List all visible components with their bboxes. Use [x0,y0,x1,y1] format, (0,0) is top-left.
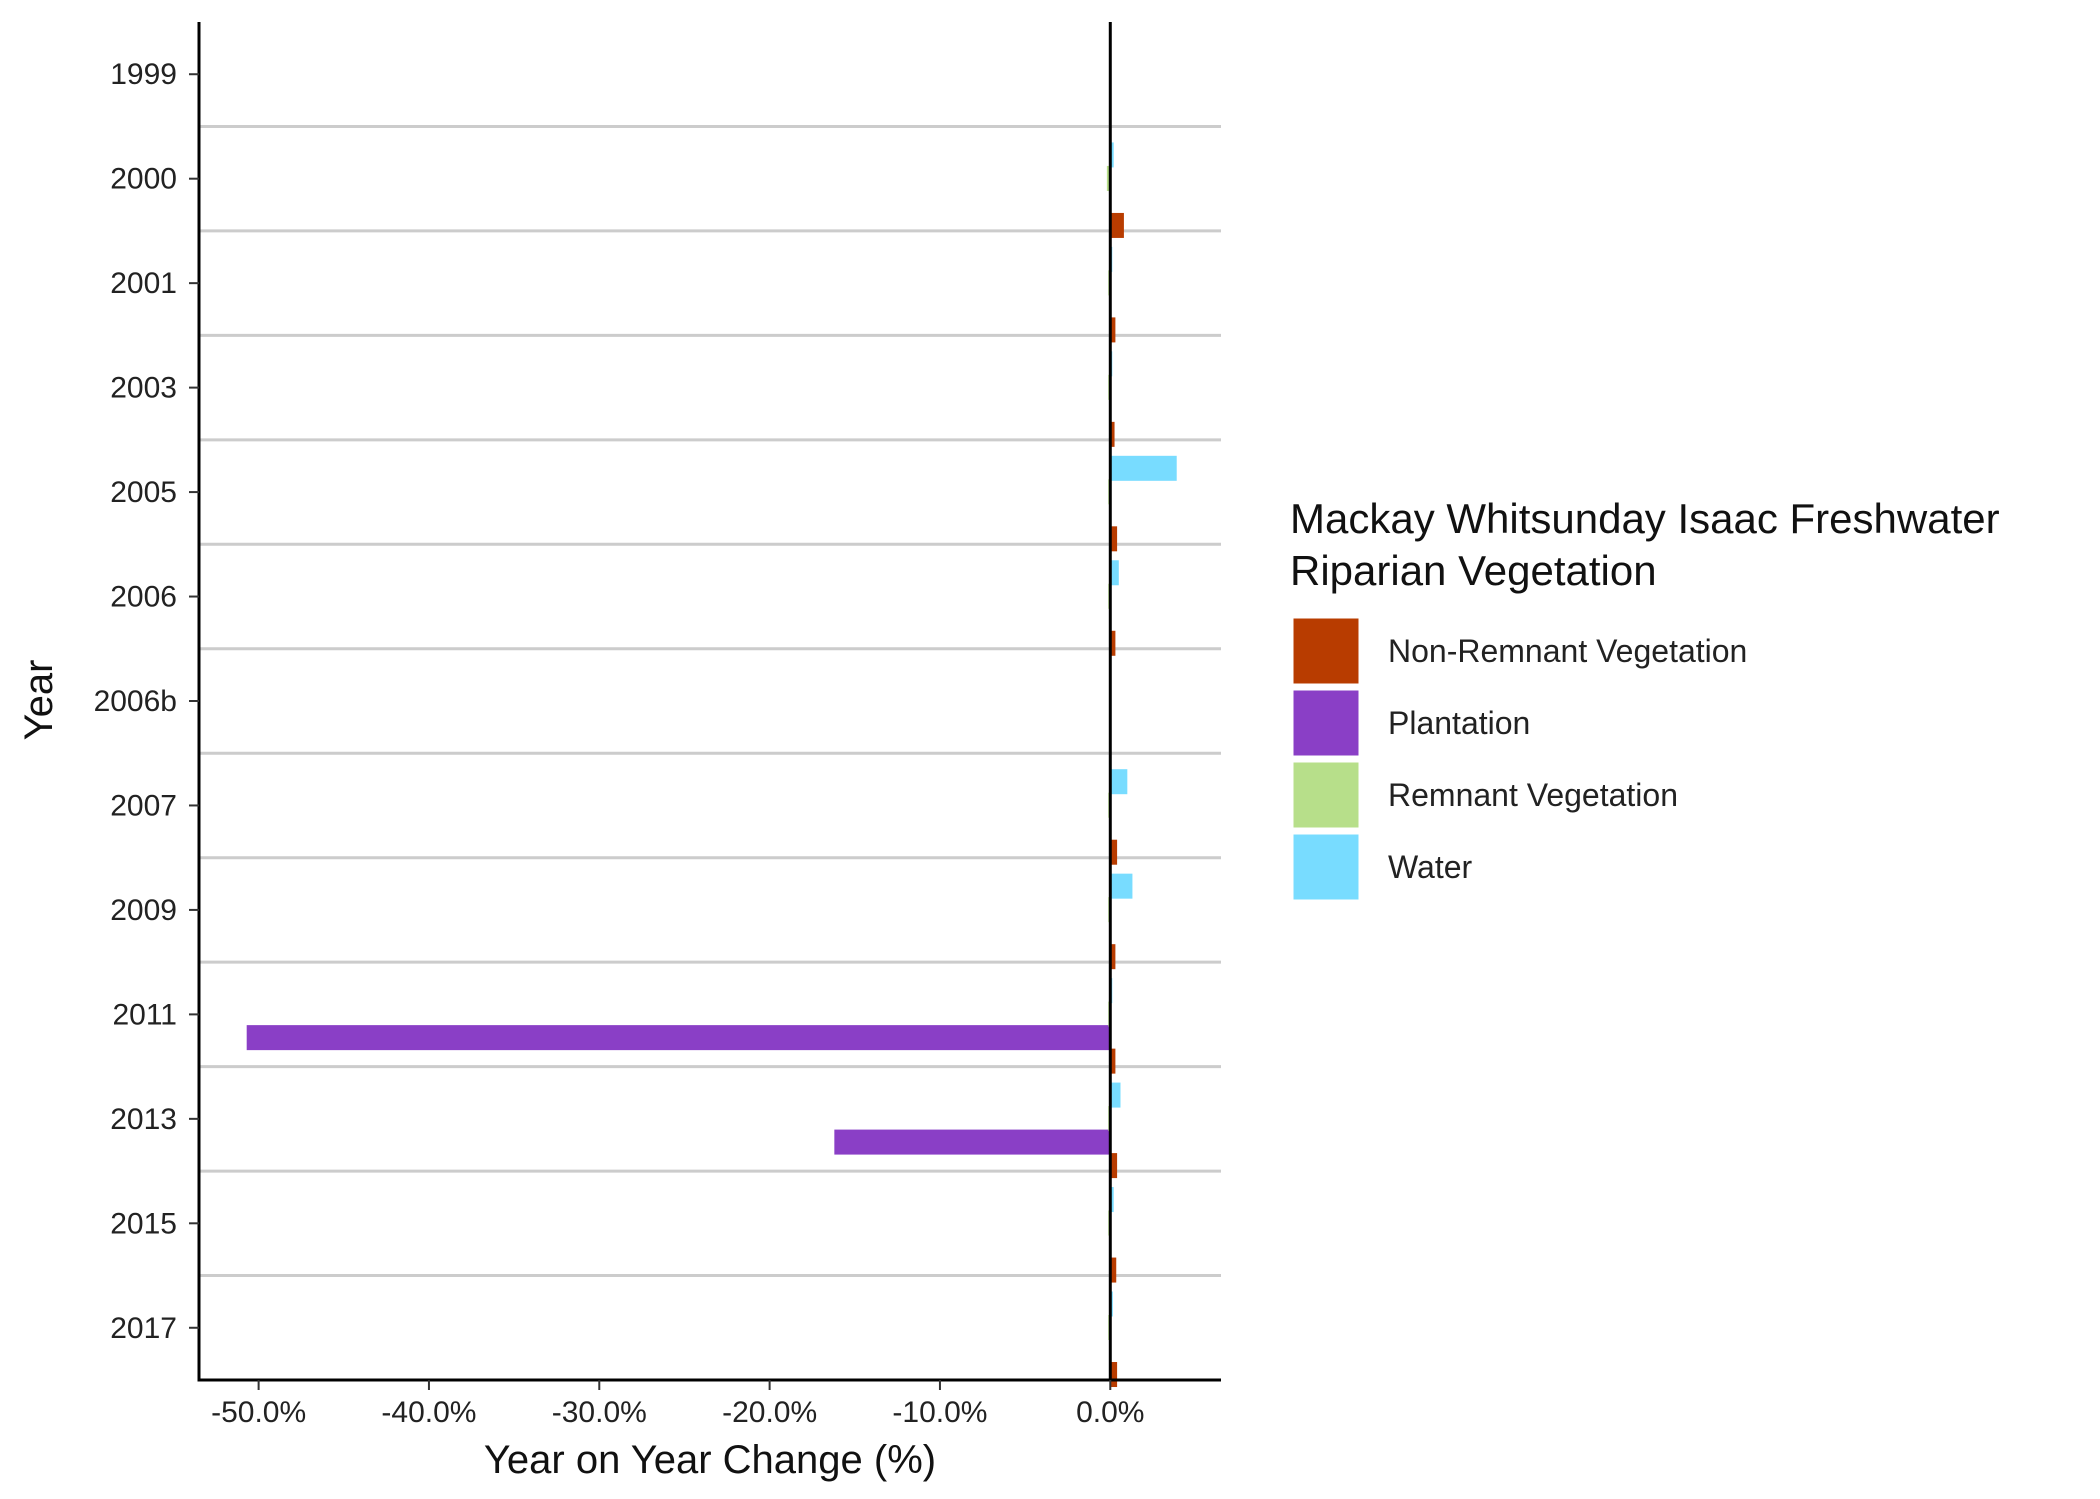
x-tick-label: 0.0% [1076,1396,1144,1429]
legend-swatch [1290,759,1362,831]
x-tick-label: -30.0% [552,1396,647,1429]
x-tick-label: -10.0% [892,1396,987,1429]
legend-label: Water [1388,849,1473,885]
bar-non-remnant-vegetation-2006 [1110,630,1116,656]
bar-water-2000 [1110,142,1114,168]
legend-swatch [1290,687,1362,759]
y-tick-label: 2011 [112,998,177,1031]
x-tick-labels: -50.0% -40.0% -30.0% -20.0% -10.0% 0.0% [211,1396,1144,1429]
bar-remnant-vegetation-2000 [1106,165,1111,191]
x-tick-label: -40.0% [381,1396,476,1429]
bar-non-remnant-vegetation-2017 [1110,1362,1118,1388]
legend-title-line-2: Riparian Vegetation [1290,547,1657,594]
bars [246,142,1177,1388]
legend-swatch [1290,831,1362,903]
bar-non-remnant-vegetation-2009 [1110,944,1116,970]
y-tick-label: 2006 [110,581,177,614]
axes [189,22,1221,1390]
y-axis-title: Year [17,660,61,741]
y-tick-label: 2007 [110,789,177,822]
legend-swatch [1290,615,1362,687]
legend-label: Non-Remnant Vegetation [1388,633,1747,669]
bar-water-2013 [1110,1082,1121,1108]
bar-water-2009 [1110,873,1133,899]
bar-non-remnant-vegetation-2013 [1110,1153,1118,1179]
y-tick-label: 2006b [94,685,177,718]
y-tick-label: 2005 [110,476,177,509]
y-tick-label: 1999 [110,58,177,91]
y-tick-label: 2000 [110,163,177,196]
y-tick-label: 2003 [110,372,177,405]
y-tick-labels: 1999 2000 2001 2003 2005 2006 2006b 2007 2009 201… [94,58,177,1345]
legend-label: Plantation [1388,705,1530,741]
x-axis-title: Year on Year Change (%) [484,1438,936,1482]
y-tick-label: 2015 [110,1207,177,1240]
bar-water-2015 [1110,1187,1114,1213]
bar-non-remnant-vegetation-2005 [1110,526,1118,552]
bar-water-2005 [1110,455,1177,481]
y-tick-label: 2017 [110,1312,177,1345]
bar-water-2006 [1110,560,1119,586]
legend: Mackay Whitsunday Isaac Freshwater Ripar… [1290,495,2000,903]
legend-items: Non-Remnant Vegetation Plantation Remnant … [1290,615,1747,903]
grid-lines [199,124,1221,1278]
x-tick-label: -50.0% [211,1396,306,1429]
y-tick-label: 2009 [110,894,177,927]
legend-label: Remnant Vegetation [1388,777,1678,813]
x-tick-label: -20.0% [722,1396,817,1429]
y-tick-label: 2013 [110,1103,177,1136]
bar-plantation-2011 [246,1025,1111,1051]
legend-title-line-1: Mackay Whitsunday Isaac Freshwater [1290,495,2000,542]
y-tick-label: 2001 [110,267,177,300]
bar-non-remnant-vegetation-2011 [1110,1048,1116,1074]
bar-non-remnant-vegetation-2000 [1110,212,1124,238]
bar-non-remnant-vegetation-2007 [1110,839,1118,865]
bar-water-2007 [1110,769,1128,795]
bar-non-remnant-vegetation-2001 [1110,317,1116,343]
bar-non-remnant-vegetation-2015 [1110,1257,1117,1283]
bar-plantation-2013 [834,1129,1111,1155]
bar-non-remnant-vegetation-2003 [1110,421,1115,447]
